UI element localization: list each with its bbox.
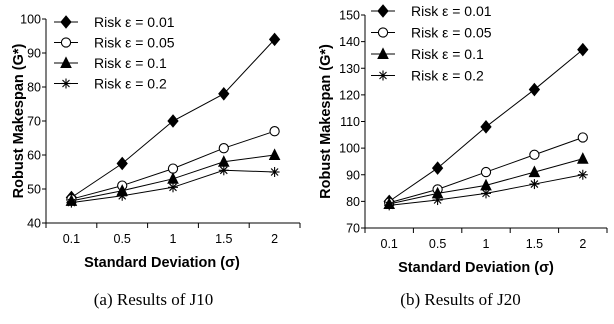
- legend-label: Risk ε = 0.01: [411, 3, 492, 19]
- legend-marker-asterisk: [61, 78, 71, 89]
- y-tick-label: 120: [339, 88, 360, 102]
- x-axis-title: Standard Deviation (σ): [398, 260, 554, 276]
- data-point-triangle: [167, 172, 179, 184]
- data-point-diamond: [218, 87, 230, 101]
- chart-j10: 40 50 60 70 80 90 100 0.1 0.5 1 1.5 2 Standard Devia…: [11, 13, 301, 271]
- y-tick-label: 80: [346, 195, 360, 209]
- legend-marker-diamond: [60, 15, 72, 29]
- data-point-diamond: [268, 32, 281, 47]
- x-tick-label: 2: [579, 237, 586, 251]
- data-point-circle: [577, 132, 588, 143]
- legend-marker-circle: [60, 37, 72, 48]
- x-tick-label: 1: [170, 232, 177, 246]
- data-point-asterisk: [529, 179, 540, 190]
- y-tick-label: 40: [27, 217, 41, 231]
- data-point-circle: [218, 143, 229, 154]
- data-point-asterisk: [481, 188, 491, 199]
- x-tick-label: 0.5: [114, 232, 131, 246]
- data-point-diamond: [528, 82, 541, 97]
- y-tick-label: 50: [27, 183, 41, 197]
- legend-marker-triangle: [377, 47, 389, 59]
- legend-label: Risk ε = 0.05: [411, 25, 492, 41]
- y-axis-title: Robust Makespan (G*): [318, 44, 334, 199]
- y-tick-label: 70: [346, 222, 360, 236]
- y-tick-label: 80: [27, 81, 41, 95]
- chart-j20: 70 80 90 100 110 120 130 140 150 0.1 0.5 1 1.5 2 Stand…: [318, 3, 608, 276]
- legend-marker-asterisk: [378, 70, 388, 81]
- legend-marker-circle: [377, 27, 389, 38]
- data-point-triangle: [528, 165, 541, 178]
- y-tick-label: 100: [339, 142, 360, 156]
- data-point-asterisk: [168, 182, 178, 193]
- caption-j10: (a) Results of J10: [93, 290, 214, 309]
- data-point-triangle: [576, 152, 589, 164]
- legend-label: Risk ε = 0.05: [94, 35, 175, 51]
- data-point-asterisk: [218, 165, 229, 176]
- data-point-circle: [269, 126, 280, 137]
- y-tick-label: 90: [346, 168, 360, 182]
- y-tick-label: 70: [27, 115, 41, 129]
- chart-panel-j20: 70 80 90 100 110 120 130 140 150 0.1 0.5 1 1.5 2 Stand…: [307, 0, 614, 324]
- data-point-circle: [167, 163, 179, 174]
- legend-marker-diamond: [377, 4, 389, 18]
- y-axis-title: Robust Makespan (G*): [11, 43, 27, 198]
- x-tick-label: 0.1: [63, 232, 80, 246]
- data-point-asterisk: [117, 190, 128, 201]
- legend-label: Risk ε = 0.2: [94, 76, 167, 92]
- x-tick-label: 1.5: [526, 237, 543, 251]
- y-tick-label: 110: [340, 115, 360, 129]
- legend-label: Risk ε = 0.01: [94, 14, 175, 30]
- legend-label: Risk ε = 0.1: [411, 46, 484, 62]
- legend-label: Risk ε = 0.1: [94, 55, 167, 71]
- data-point-triangle: [268, 148, 281, 160]
- data-point-asterisk: [577, 169, 588, 180]
- x-tick-label: 1.5: [215, 232, 232, 246]
- data-point-asterisk: [269, 167, 280, 177]
- x-tick-label: 0.1: [381, 237, 398, 251]
- data-point-circle: [480, 166, 492, 178]
- data-point-diamond: [167, 114, 179, 128]
- caption-j20: (b) Results of J20: [400, 290, 521, 309]
- y-tick-label: 100: [20, 13, 41, 27]
- chart-panel-j10: 40 50 60 70 80 90 100 0.1 0.5 1 1.5 2 Standard Devia…: [11, 13, 301, 309]
- y-tick-label: 140: [339, 35, 360, 49]
- legend-label: Risk ε = 0.2: [411, 68, 484, 84]
- x-tick-label: 2: [271, 232, 278, 246]
- x-axis-title: Standard Deviation (σ): [84, 255, 240, 271]
- x-tick-label: 0.5: [429, 237, 446, 251]
- data-point-diamond: [116, 156, 128, 171]
- data-point-asterisk: [384, 200, 395, 211]
- y-tick-label: 130: [339, 62, 360, 76]
- legend-marker-triangle: [60, 56, 72, 68]
- data-point-diamond: [577, 42, 589, 57]
- x-tick-label: 1: [483, 237, 490, 251]
- data-point-asterisk: [66, 197, 77, 208]
- y-tick-label: 90: [27, 47, 41, 61]
- y-tick-label: 60: [27, 149, 41, 163]
- data-point-circle: [529, 149, 540, 160]
- data-point-diamond: [480, 120, 492, 134]
- data-point-asterisk: [432, 195, 443, 206]
- y-tick-label: 150: [339, 9, 360, 23]
- data-point-diamond: [431, 161, 444, 175]
